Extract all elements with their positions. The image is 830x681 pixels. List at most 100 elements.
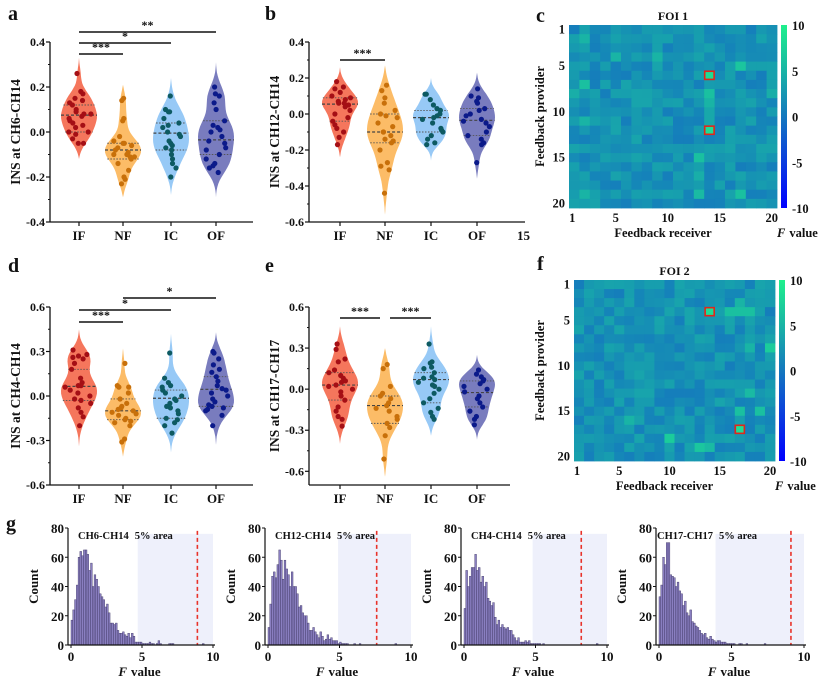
heatmap-cell	[693, 180, 705, 191]
data-point-of	[215, 378, 221, 384]
heatmap-cell	[704, 334, 716, 344]
heatmap-cell	[631, 34, 643, 44]
heatmap-cell	[684, 352, 695, 362]
heatmap-cell	[764, 415, 776, 426]
heatmap-cell	[621, 198, 632, 209]
heatmap-cell	[584, 451, 595, 462]
heatmap-cell	[610, 134, 622, 145]
data-point-nf	[382, 95, 388, 101]
heatmap-cell	[589, 89, 601, 99]
heatmap-cell	[634, 343, 645, 353]
data-point-nf	[120, 118, 126, 124]
significance-label: *	[167, 284, 173, 298]
heatmap-cell	[704, 89, 715, 99]
heatmap-cell	[714, 388, 726, 399]
heatmap-cell	[574, 451, 585, 462]
data-point-of	[210, 362, 216, 368]
x-tick-label: IC	[164, 228, 178, 243]
heatmap-cell	[594, 361, 605, 371]
heatmap-cell	[664, 424, 675, 435]
heatmap-cell	[600, 198, 611, 209]
heatmap-cell	[754, 397, 766, 408]
data-point-ic	[173, 165, 179, 171]
x-axis-label-text: value	[721, 664, 751, 679]
significance-label: **	[142, 18, 154, 32]
histogram-bar	[125, 636, 129, 646]
y-tick-label: 80	[248, 521, 261, 536]
heatmap-cell	[631, 52, 643, 62]
heatmap-cell	[589, 198, 601, 209]
heatmap-cell	[644, 361, 655, 371]
data-point-ic	[432, 383, 438, 389]
heatmap-cell	[600, 125, 611, 136]
data-point-nf	[133, 411, 139, 417]
heatmap-cell	[610, 79, 622, 90]
heatmap-cell	[662, 98, 674, 108]
data-point-of	[471, 416, 478, 422]
data-point-of	[486, 124, 492, 130]
significance-label: *	[122, 29, 128, 43]
heatmap-cell	[654, 325, 665, 335]
heatmap-cell	[644, 406, 655, 417]
histogram-bar	[716, 640, 720, 646]
data-point-nf	[387, 424, 393, 431]
x-tick-label: 0	[68, 649, 75, 664]
heatmap-cell	[693, 25, 705, 35]
heatmap-cell	[735, 134, 747, 145]
heatmap-cell	[725, 134, 736, 145]
histogram-bar	[501, 624, 504, 646]
data-point-if	[80, 356, 86, 362]
heatmap-cell	[662, 180, 674, 191]
data-point-if	[80, 140, 87, 146]
heatmap-cell	[756, 162, 767, 172]
heatmap-cell	[694, 388, 706, 399]
heatmap-cell	[631, 25, 643, 35]
heatmap-cell	[704, 325, 716, 335]
data-point-nf	[121, 140, 127, 146]
heatmap-cell	[634, 280, 645, 290]
heatmap-cell	[594, 343, 605, 353]
heatmap-cell	[584, 325, 595, 335]
heatmap-cell	[569, 125, 580, 136]
heatmap-title: FOI 2	[659, 264, 689, 278]
heatmap-cell	[766, 198, 778, 209]
data-point-if	[342, 356, 348, 362]
x-tick-label: 1	[569, 211, 575, 225]
y-tick-label: 40	[444, 580, 457, 595]
heatmap-cell	[664, 397, 675, 408]
data-point-nf	[111, 138, 117, 144]
heatmap-cell	[756, 180, 767, 191]
heatmap-cell	[641, 98, 653, 108]
heatmap-cell	[744, 325, 756, 335]
five-percent-area	[715, 533, 804, 645]
heatmap-cell	[683, 61, 695, 72]
heatmap-cell	[684, 316, 695, 326]
heatmap-cell	[735, 89, 747, 99]
heatmap-cell	[756, 143, 767, 154]
heatmap-cell	[684, 388, 695, 399]
data-point-of	[471, 422, 477, 428]
data-point-if	[341, 129, 347, 135]
heatmap-cell	[725, 79, 736, 90]
heatmap-cell	[724, 442, 736, 453]
histogram-bar	[280, 559, 283, 646]
data-point-ic	[435, 405, 441, 411]
histogram-bar	[669, 574, 672, 646]
histogram-bar	[506, 627, 509, 646]
histogram-bar	[319, 631, 322, 646]
data-point-ic	[168, 383, 174, 389]
heatmap-cell	[734, 406, 746, 417]
heatmap-cell	[664, 442, 675, 453]
heatmap-cell	[735, 43, 747, 53]
heatmap-cell	[734, 361, 746, 371]
histogram-bar	[467, 586, 470, 646]
x-tick-label: 5	[616, 464, 622, 478]
heatmap-cell	[579, 89, 591, 99]
heatmap-cell	[644, 433, 655, 444]
data-point-if	[78, 375, 84, 381]
data-point-of	[212, 399, 218, 405]
heatmap-cell	[724, 289, 736, 299]
heatmap-cell	[714, 189, 726, 200]
heatmap-cell	[704, 98, 715, 108]
x-axis-label-text: value	[329, 664, 359, 679]
